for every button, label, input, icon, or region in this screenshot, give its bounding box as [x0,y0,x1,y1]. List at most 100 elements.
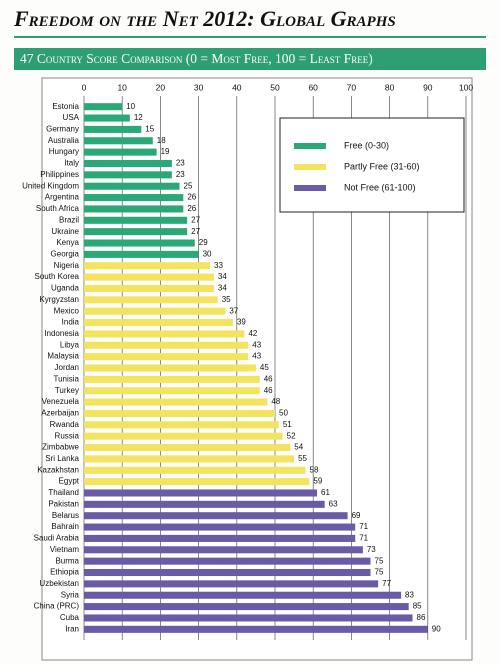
data-label: 58 [310,465,319,474]
x-tick-label: 20 [156,82,166,92]
bar [84,239,195,247]
y-tick-label: Kazakhstan [37,465,79,474]
data-label: 46 [264,374,273,383]
bar [84,228,188,236]
bar [84,159,172,168]
bar [84,546,363,554]
x-tick-label: 50 [270,82,280,92]
x-tick-label: 0 [82,82,87,92]
x-tick-label: 60 [308,82,318,92]
bar [84,137,153,145]
y-tick-label: South Africa [36,204,80,213]
bar [84,625,428,633]
data-label: 50 [279,409,288,418]
x-tick-label: 40 [232,82,242,92]
bar [84,194,184,202]
legend-swatch [294,143,326,149]
y-tick-label: Ethiopia [50,568,79,577]
data-label: 59 [313,477,322,486]
data-label: 52 [287,431,296,440]
y-tick-label: Thailand [48,488,79,497]
x-tick-label: 70 [347,82,357,92]
y-tick-label: Pakistan [48,499,79,508]
data-label: 27 [191,215,200,224]
y-tick-label: Kyrgyzstan [39,295,79,304]
legend-swatch [294,164,326,170]
y-tick-label: Azerbaijan [41,409,79,418]
y-tick-label: Syria [61,590,80,599]
y-tick-label: Tunisia [54,374,80,383]
y-tick-label: Zimbabwe [42,443,79,452]
legend-label: Not Free (61-100) [344,182,416,192]
y-tick-label: Turkey [55,386,79,395]
bar [84,353,249,361]
data-label: 69 [352,511,361,520]
y-tick-label: Belarus [52,511,79,520]
data-label: 90 [432,624,441,633]
data-label: 45 [260,363,269,372]
legend-swatch [294,185,326,191]
y-tick-label: Hungary [49,147,79,156]
y-tick-label: Burma [55,556,79,565]
data-label: 19 [161,147,170,156]
y-tick-label: Iran [65,624,79,633]
bar [84,205,184,213]
bar [84,523,356,531]
data-label: 34 [218,284,227,293]
bar [84,580,379,588]
data-label: 29 [199,238,208,247]
data-label: 55 [298,454,307,463]
data-label: 71 [359,534,368,543]
data-label: 23 [176,170,185,179]
y-tick-label: China (PRC) [34,602,80,611]
bar [84,307,226,315]
data-label: 85 [413,602,422,611]
y-tick-label: Cuba [60,613,80,622]
data-label: 77 [382,579,391,588]
chart-title: Freedom on the Net 2012: Global Graphs [14,6,396,31]
data-label: 46 [264,386,273,395]
y-tick-label: Rwanda [50,420,80,429]
legend-label: Free (0-30) [344,140,389,150]
bar [84,103,123,111]
bar [84,466,306,474]
bar [84,603,409,611]
bar [84,171,172,179]
data-label: 39 [237,318,246,327]
y-tick-label: Indonesia [44,329,79,338]
bar [84,557,371,565]
data-label: 48 [271,397,280,406]
data-label: 23 [176,159,185,168]
bar [84,125,142,133]
y-tick-label: Australia [48,136,80,145]
y-tick-label: Georgia [51,249,80,258]
data-label: 75 [375,568,384,577]
y-tick-label: Uzbekistan [39,579,79,588]
data-label: 27 [191,227,200,236]
data-label: 35 [222,295,231,304]
bar [84,364,256,372]
data-label: 18 [157,136,166,145]
legend-label: Partly Free (31-60) [344,161,420,171]
y-tick-label: Ukraine [51,227,79,236]
y-tick-label: Libya [60,340,80,349]
y-tick-label: Uganda [51,284,80,293]
y-tick-label: United Kingdom [22,181,79,190]
data-label: 12 [134,113,143,122]
y-tick-label: Bahrain [51,522,79,531]
bar [84,512,348,520]
x-tick-label: 100 [459,82,473,92]
bar [84,455,295,463]
data-label: 15 [145,125,154,134]
data-label: 51 [283,420,292,429]
x-tick-label: 10 [117,82,127,92]
data-label: 34 [218,272,227,281]
y-tick-label: India [62,318,80,327]
y-tick-label: Philippines [40,170,79,179]
y-tick-label: Nigeria [54,261,80,270]
bar [84,444,291,452]
bar [84,387,260,395]
y-tick-label: Estonia [52,102,79,111]
